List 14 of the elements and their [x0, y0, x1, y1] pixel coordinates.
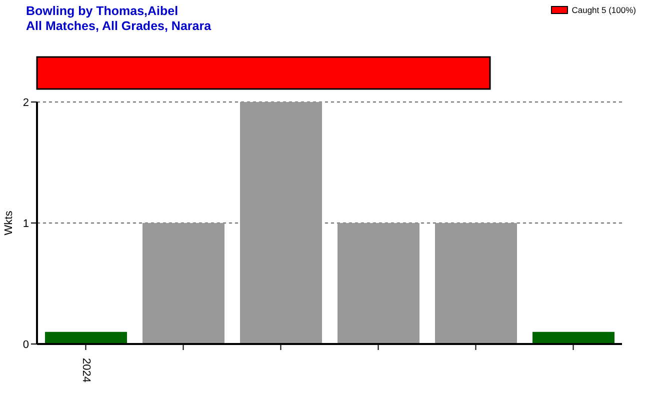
- bar: [142, 223, 224, 344]
- y-axis-title: Wkts: [2, 210, 15, 236]
- y-tick-label: 1: [22, 218, 29, 230]
- bar: [338, 223, 420, 344]
- bar: [435, 223, 517, 344]
- x-tick-label: 2024: [80, 358, 92, 382]
- bar: [532, 332, 614, 344]
- chart-title: Bowling by Thomas,Aibel: [26, 4, 180, 19]
- y-tick-label: 2: [22, 96, 29, 109]
- chart-subtitle: All Matches, All Grades, Narara: [26, 19, 212, 34]
- text: Caught 5 (100%): [572, 5, 636, 15]
- bar: [240, 102, 322, 344]
- bar: [45, 332, 127, 344]
- y-tick-label: 0: [22, 338, 29, 351]
